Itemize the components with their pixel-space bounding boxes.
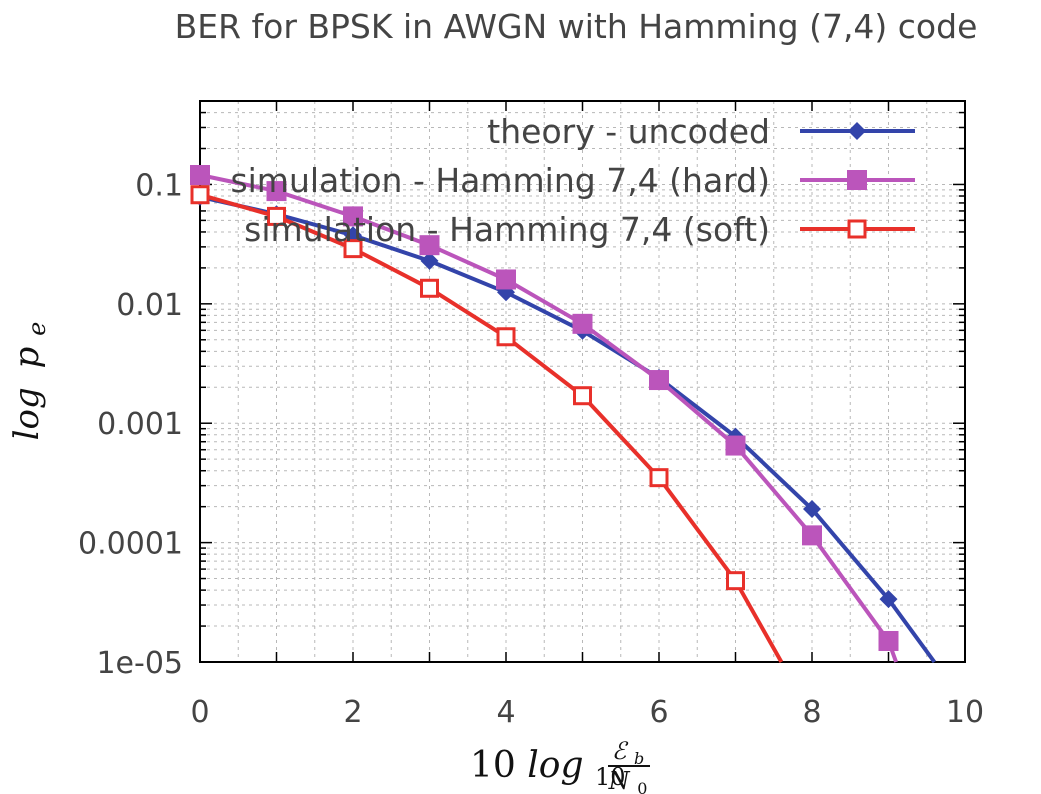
x-tick-label: 4 <box>496 695 515 730</box>
series-line <box>199 192 784 663</box>
x-axis-label-func-sub: 10 <box>595 763 626 791</box>
data-point <box>726 571 745 591</box>
series-layer <box>190 164 937 664</box>
data-point <box>649 468 669 488</box>
data-point <box>267 206 286 226</box>
y-axis-label-sub: e <box>23 322 51 336</box>
data-point <box>190 185 210 205</box>
x-tick-label: 10 <box>946 695 984 730</box>
x-tick-label: 0 <box>190 695 209 730</box>
data-point <box>420 251 439 270</box>
x-tick-label: 2 <box>343 695 362 730</box>
legend: theory - uncoded simulation - Hamming 7,4… <box>230 112 915 249</box>
svg-text:ℰ b: ℰ b <box>612 737 644 768</box>
y-tick-label: 0.001 <box>97 407 183 442</box>
x-axis-label-main: 10 <box>470 745 527 786</box>
series-3 <box>190 185 784 663</box>
data-point <box>496 327 516 347</box>
data-point <box>573 386 592 406</box>
x-axis-label-denominator-sub: 0 <box>637 779 647 794</box>
legend-label: theory - uncoded <box>487 112 770 151</box>
x-axis-label-func: log <box>527 745 583 786</box>
legend-label: simulation - Hamming 7,4 (hard) <box>230 161 770 200</box>
y-tick-labels: 0.1 0.01 0.001 0.0001 1e-05 <box>78 168 183 681</box>
legend-marker <box>847 170 867 190</box>
legend-marker <box>848 122 866 140</box>
data-point <box>419 235 440 256</box>
svg-text:10 log 10: 10 log 10 <box>470 745 626 791</box>
data-point <box>878 630 899 651</box>
legend-marker <box>847 219 867 239</box>
data-point <box>496 269 516 290</box>
data-point <box>802 525 822 546</box>
svg-text:N 0: N 0 <box>608 767 648 794</box>
y-axis-label-var: p <box>7 347 47 369</box>
chart-title: BER for BPSK in AWGN with Hamming (7,4) … <box>175 7 978 46</box>
series-line <box>199 194 937 664</box>
y-tick-label: 0.01 <box>116 288 183 323</box>
x-tick-labels: 0 2 4 6 8 10 <box>190 695 984 730</box>
legend-label: simulation - Hamming 7,4 (soft) <box>244 210 770 249</box>
data-point <box>420 278 439 298</box>
y-axis-label: log p e <box>7 322 51 441</box>
series-2 <box>190 164 899 663</box>
tick-marks <box>199 101 966 663</box>
data-point <box>266 181 287 202</box>
data-point <box>649 370 669 391</box>
series-1 <box>191 187 937 664</box>
data-point <box>803 500 821 519</box>
data-point <box>190 164 210 185</box>
x-tick-label: 6 <box>649 695 668 730</box>
y-tick-label: 1e-05 <box>96 646 183 681</box>
x-tick-label: 8 <box>802 695 821 730</box>
y-tick-label: 0.1 <box>135 168 183 203</box>
y-axis-label-func: log <box>7 387 47 440</box>
data-point <box>343 206 363 227</box>
x-axis-label-numerator-sub: b <box>634 749 644 768</box>
x-axis-label-denominator: N <box>608 767 631 794</box>
y-tick-label: 0.0001 <box>78 527 183 562</box>
data-point <box>725 435 746 456</box>
grid <box>200 101 965 662</box>
data-point <box>572 313 593 334</box>
x-axis-label: 10 log 10 ℰ b N 0 <box>470 737 650 794</box>
x-axis-label-numerator: ℰ <box>612 737 629 765</box>
data-point <box>343 239 363 259</box>
data-point <box>879 590 898 609</box>
